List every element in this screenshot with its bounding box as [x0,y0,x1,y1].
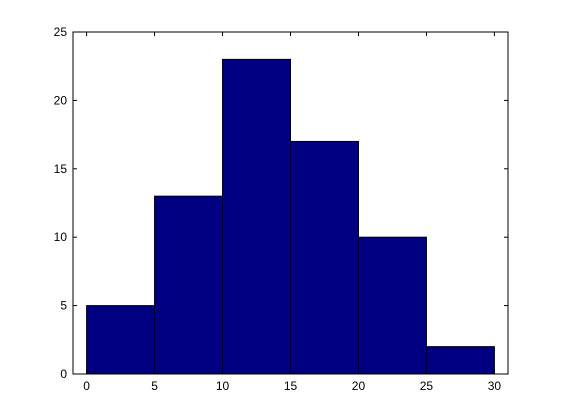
y-tick-label-3: 15 [54,162,68,176]
x-tick-label-4: 20 [352,379,366,393]
x-tick-label-1: 5 [151,379,158,393]
bars-group [86,58,495,375]
x-tick-label-0: 0 [83,379,90,393]
y-tick-label-5: 25 [54,25,68,39]
x-tick-label-6: 30 [488,379,502,393]
y-tick-label-1: 5 [60,299,67,313]
ticks-group: 0 5 10 15 20 25 30 0 5 10 15 20 25 [54,25,508,393]
histogram-bar-5 [425,346,495,375]
y-tick-label-0: 0 [60,367,67,381]
x-tick-label-3: 15 [284,379,298,393]
histogram-bar-4 [357,236,427,375]
x-tick-label-5: 25 [420,379,434,393]
histogram-bar-2 [222,58,291,375]
histogram-bar-0 [86,305,156,375]
y-tick-label-2: 10 [54,230,68,244]
histogram-bar-3 [290,140,359,375]
axes-box [72,31,509,375]
histogram-bar-1 [154,195,224,375]
y-tick-label-4: 20 [54,93,68,107]
x-tick-label-2: 10 [216,379,230,393]
